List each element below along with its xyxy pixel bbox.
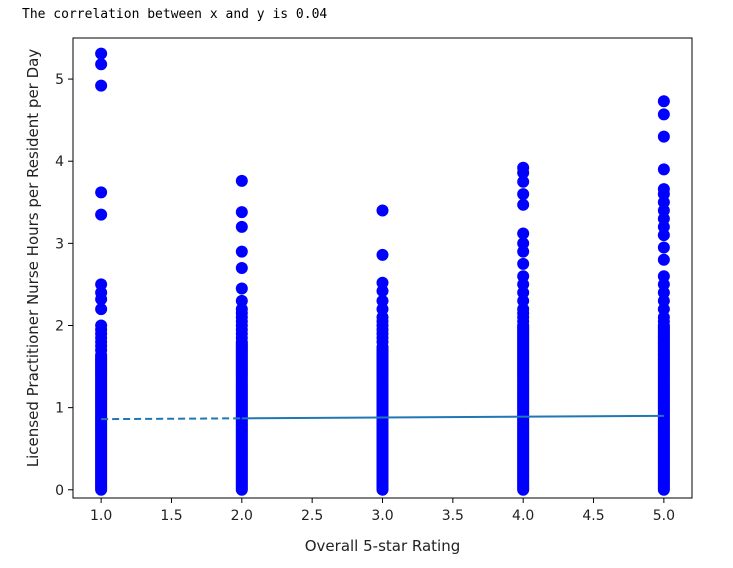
scatter-point	[657, 286, 670, 299]
x-tick-label: 1.0	[90, 508, 112, 524]
scatter-point	[517, 257, 530, 270]
scatter-point	[657, 196, 670, 209]
scatter-point	[376, 204, 389, 217]
scatter-point	[517, 188, 530, 201]
scatter-point	[517, 245, 530, 258]
scatter-point	[235, 220, 248, 233]
x-tick-label: 2.0	[231, 508, 253, 524]
scatter-point	[235, 282, 248, 295]
scatter-point	[517, 237, 530, 250]
scatter-point	[657, 204, 670, 217]
scatter-point	[657, 303, 670, 316]
scatter-point	[657, 253, 670, 266]
scatter-point	[376, 276, 389, 289]
x-tick-label: 3.5	[442, 508, 464, 524]
scatter-point	[657, 108, 670, 121]
y-tick-label: 0	[55, 483, 64, 499]
scatter-point	[517, 303, 530, 316]
x-tick-label: 1.5	[160, 508, 182, 524]
scatter-point	[235, 294, 248, 307]
scatter-point	[517, 161, 530, 174]
scatter-point	[657, 241, 670, 254]
scatter-point	[95, 58, 108, 71]
scatter-point	[517, 294, 530, 307]
x-tick-label: 4.5	[582, 508, 604, 524]
scatter-point	[657, 163, 670, 176]
scatter-point	[657, 278, 670, 291]
x-tick-label: 4.0	[512, 508, 534, 524]
scatter-point	[95, 79, 108, 92]
x-axis-label: Overall 5-star Rating	[305, 537, 461, 555]
scatter-point	[657, 212, 670, 225]
scatter-point	[376, 285, 389, 297]
y-tick-label: 5	[55, 72, 64, 88]
scatter-point	[376, 303, 389, 316]
scatter-point	[376, 294, 389, 307]
scatter-point	[657, 311, 670, 324]
y-tick-label: 4	[55, 154, 64, 170]
scatter-point	[657, 220, 670, 233]
scatter-point	[95, 208, 108, 221]
scatter-point	[657, 229, 670, 242]
scatter-point	[235, 262, 248, 274]
x-tick-label: 2.5	[301, 508, 323, 524]
scatter-points	[95, 47, 670, 496]
scatter-point	[657, 130, 670, 143]
scatter-point	[95, 286, 108, 299]
scatter-point	[517, 227, 530, 240]
scatter-point	[95, 319, 108, 332]
y-tick-label: 2	[55, 319, 64, 335]
scatter-point	[95, 303, 108, 316]
trend-line-group	[101, 414, 664, 421]
scatter-point	[517, 278, 530, 291]
axis-ticks: 1.0 1.5 2.0 2.5 3.0 3.5 4.0 4.5 5.0 0 1 2 3 4 5	[55, 72, 675, 524]
y-tick-label: 1	[55, 401, 64, 417]
scatter-point	[657, 183, 670, 196]
scatter-point	[517, 198, 530, 211]
scatter-point	[517, 175, 530, 188]
scatter-point	[517, 286, 530, 299]
scatter-point	[376, 311, 389, 324]
scatter-point	[376, 248, 389, 261]
y-tick-label: 3	[55, 236, 64, 252]
scatter-point	[235, 174, 248, 187]
scatter-point	[235, 303, 248, 316]
scatter-point	[517, 270, 530, 283]
correlation-output-text: The correlation between x and y is 0.04	[22, 7, 328, 22]
scatter-point	[235, 206, 248, 219]
scatter-point	[657, 95, 670, 108]
scatter-point	[95, 186, 108, 199]
scatter-point	[657, 294, 670, 307]
trend-line-dashed	[101, 417, 242, 421]
scatter-point	[95, 278, 108, 291]
scatter-point	[235, 245, 248, 258]
x-tick-label: 5.0	[653, 508, 675, 524]
scatter-point	[95, 47, 108, 60]
x-tick-label: 3.0	[371, 508, 393, 524]
scatter-point	[657, 270, 670, 283]
y-axis-label: Licensed Practitioner Nurse Hours per Re…	[24, 49, 42, 468]
trend-line	[241, 414, 664, 420]
